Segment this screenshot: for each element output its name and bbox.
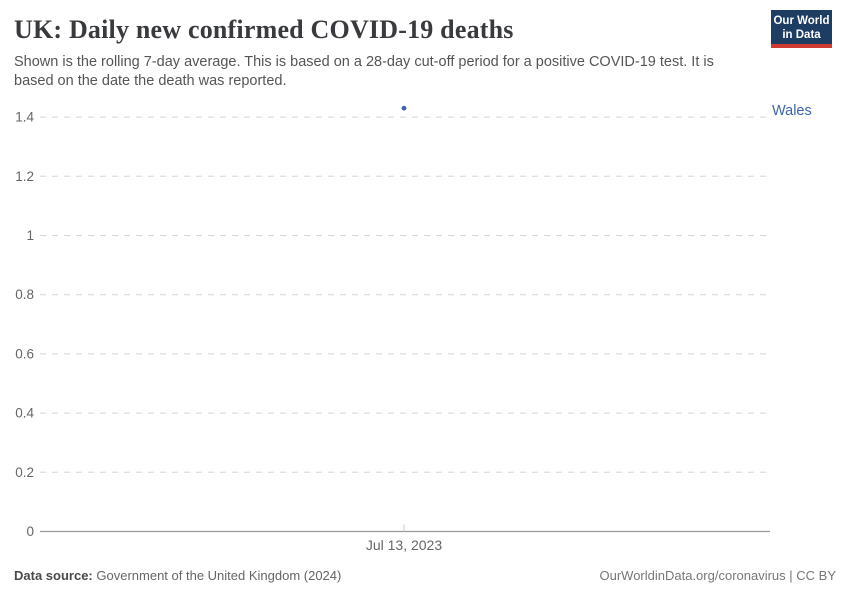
svg-text:0: 0: [26, 524, 34, 539]
svg-text:0.2: 0.2: [15, 465, 34, 480]
x-axis-tick-label: Jul 13, 2023: [365, 537, 443, 553]
svg-text:1.2: 1.2: [15, 169, 34, 184]
data-source-note: Data source: Government of the United Ki…: [14, 568, 341, 583]
owid-logo-line2: in Data: [782, 28, 821, 41]
chart-subtitle: Shown is the rolling 7-day average. This…: [14, 54, 714, 89]
license-credit-link[interactable]: OurWorldinData.org/coronavirus | CC BY: [599, 568, 836, 583]
legend-label-wales[interactable]: Wales: [772, 103, 812, 119]
svg-text:1: 1: [26, 228, 34, 243]
svg-text:1.4: 1.4: [15, 110, 34, 125]
chart-footer: Data source: Government of the United Ki…: [0, 568, 850, 583]
data-point-wales: [401, 105, 407, 111]
chart-title: UK: Daily new confirmed COVID-19 deaths: [14, 15, 514, 44]
data-source-value: Government of the United Kingdom (2024): [96, 568, 342, 583]
svg-text:0.8: 0.8: [15, 287, 34, 302]
owid-logo-line1: Our World: [773, 15, 830, 27]
owid-logo[interactable]: Our World in Data: [771, 10, 832, 48]
svg-text:0.6: 0.6: [15, 346, 34, 361]
data-source-label: Data source:: [14, 568, 93, 583]
owid-logo-red-bar: [771, 44, 832, 48]
svg-text:0.4: 0.4: [15, 406, 34, 421]
